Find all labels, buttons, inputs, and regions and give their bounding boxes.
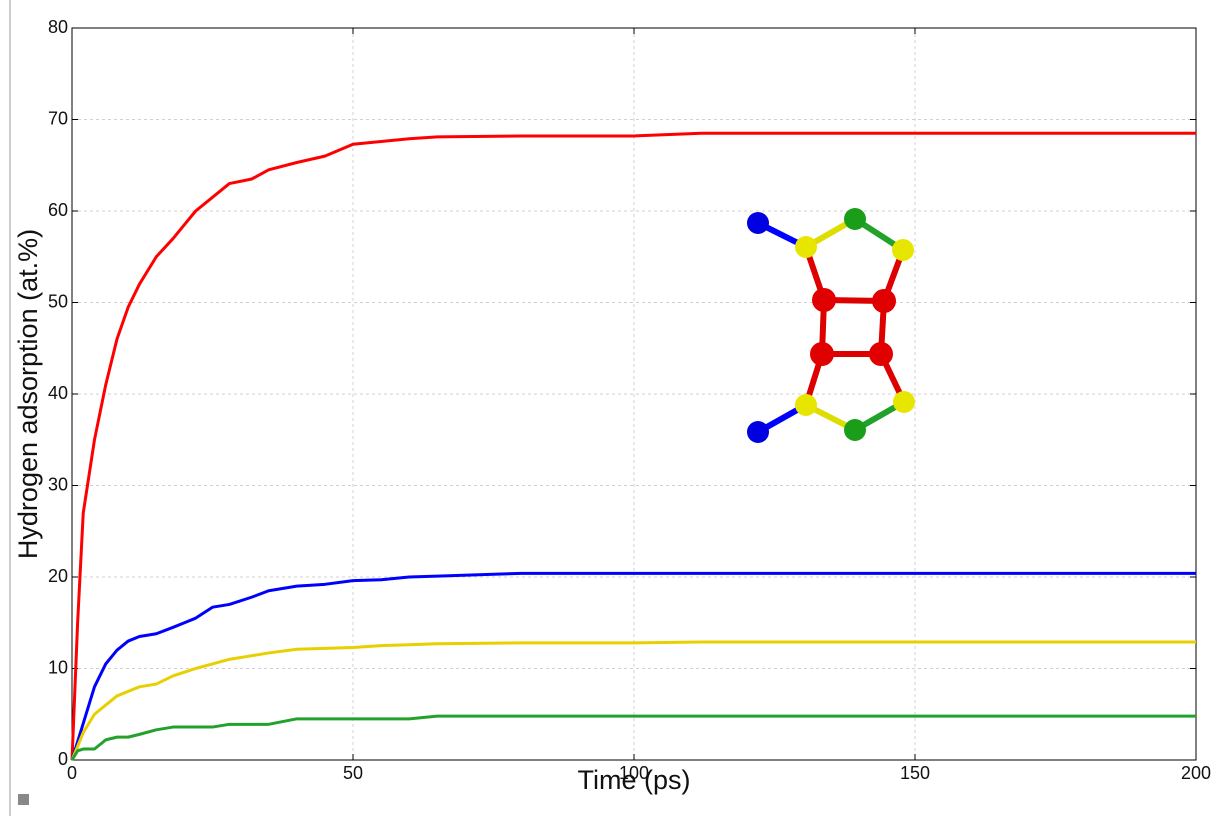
chart: Time (ps) Hydrogen adsorption (at.%) 010… <box>0 0 1218 816</box>
y-tick-label: 10 <box>48 657 68 677</box>
y-tick-label: 60 <box>48 200 68 220</box>
x-tick-label: 0 <box>67 763 77 783</box>
x-tick-label: 200 <box>1181 763 1211 783</box>
y-tick-label: 20 <box>48 566 68 586</box>
corner-icon <box>18 794 29 805</box>
page: {"chart_data": { "type": "line", "x_labe… <box>0 0 1218 816</box>
molecule-inset <box>747 208 915 443</box>
y-tick-label: 70 <box>48 108 68 128</box>
y-tick-label: 80 <box>48 17 68 37</box>
x-tick-label: 150 <box>900 763 930 783</box>
y-tick-label: 40 <box>48 383 68 403</box>
x-tick-label: 100 <box>619 763 649 783</box>
y-axis-label: Hydrogen adsorption (at.%) <box>13 229 43 559</box>
y-tick-label: 50 <box>48 291 68 311</box>
y-tick-label: 30 <box>48 474 68 494</box>
x-tick-label: 50 <box>343 763 363 783</box>
